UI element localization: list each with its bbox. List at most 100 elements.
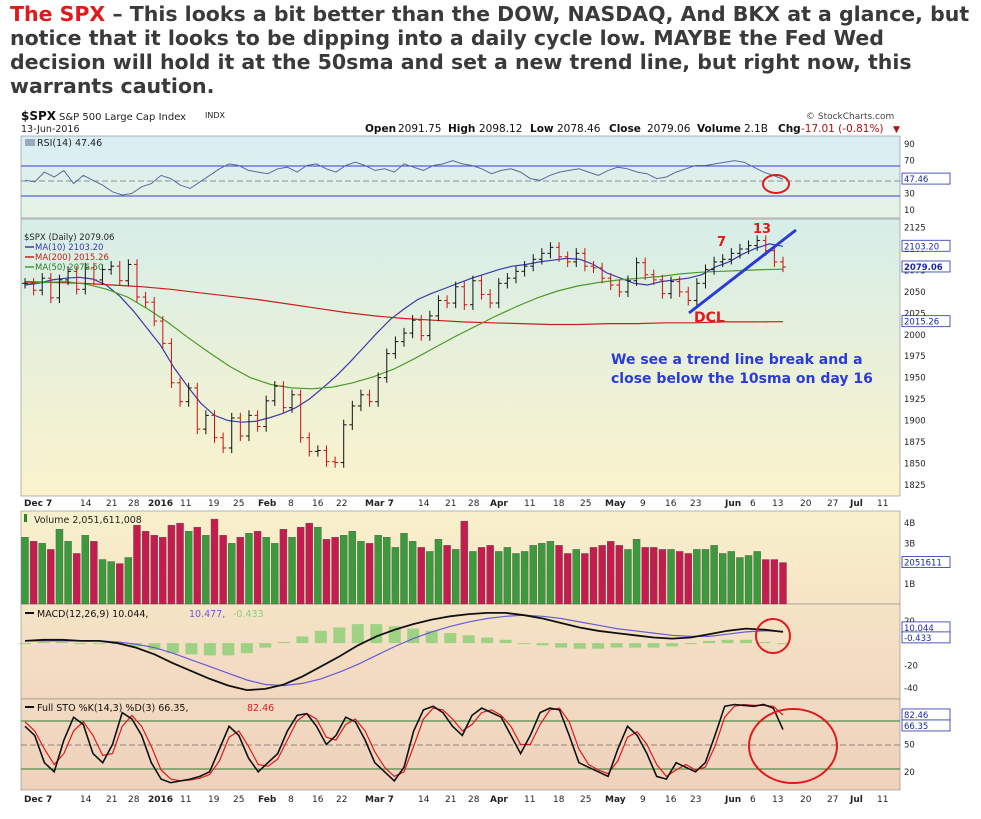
volume-bar [253,531,262,605]
macd-tick-label: -20 [904,661,918,671]
volume-bar [331,537,339,605]
volume-legend-icon [24,514,27,522]
volume-bar [383,537,391,605]
rsi-circle [762,174,790,194]
x-tick-label: 14 [418,499,430,509]
macd-legend: MACD(12,26,9) 10.044, 10.477, -0.433 [25,609,264,620]
volume-bar [29,541,38,605]
volume-bar [271,543,279,605]
volume-bar [262,537,270,605]
macd-series [19,612,789,692]
macd-histogram-bar [92,643,105,645]
x-tick-label: 8 [288,795,294,805]
macd-histogram-bar [684,643,697,645]
x-tick-label: 23 [690,795,701,805]
macd-circle [755,618,791,654]
volume-bar [288,537,296,605]
volume-bar [391,547,400,605]
volume-bar [81,535,89,605]
x-tick-label: 9 [640,795,646,805]
x-tick-label: 13 [772,499,783,509]
x-tick-label: 14 [80,795,92,805]
macd-histogram-bar [703,640,716,644]
volume-bar [520,551,529,605]
chg-label: Chg [778,123,801,135]
ma200-value-label: 2015.26 [901,315,951,328]
volume-bar [581,553,589,605]
macd-histogram-bar [240,643,253,654]
x-tick-label: 28 [468,499,480,509]
x-tick-label: 11 [180,795,191,805]
volume-value-label: 2051611 [901,556,951,569]
volume-bar [529,545,537,605]
price-tick-label: 2050 [904,288,926,298]
ohlc-readout: Open 2091.75 High 2098.12 Low 2078.46 Cl… [365,123,900,135]
price-tick-label: 1900 [904,417,926,427]
volume-bar [322,539,331,605]
volume-bar [400,533,408,605]
volume-bar [417,547,425,605]
volume-bar [736,557,744,605]
volume-value-label-box [901,556,951,568]
macd-histogram-bar [203,643,216,656]
y-axis-labels: 9070301021252100207520502025200019751950… [901,140,951,778]
volume-bar [512,553,520,605]
volume-bar [503,547,512,605]
x-tick-label: 11 [524,499,535,509]
volume-bar [55,528,64,605]
article-heading: The SPX – This looks a bit better than t… [10,2,970,98]
x-tick-label: May [605,795,626,805]
volume-bar [296,526,305,605]
ma200-value-label-box [901,315,951,328]
volume-bar [150,535,158,605]
macd-histogram-bar [462,635,475,644]
volume-bar [675,551,684,605]
x-tick-label: 2016 [148,499,173,509]
rsi-series [24,160,784,196]
chart-date: 13-Jun-2016 [21,124,80,135]
volume-bar [615,545,624,605]
volume-tick-label: 1B [904,580,915,590]
x-tick-label: 25 [580,795,591,805]
x-tick-label: 20 [800,499,812,509]
cycle-day-7: 7 [717,235,726,250]
sto-d-value-label: 82.46 [901,708,951,721]
volume-bar [245,533,253,605]
volume-bar [624,549,632,605]
macd-histogram-bar [296,636,309,644]
volume-value-label-text: 2051611 [904,559,942,569]
x-tick-label: 20 [800,795,812,805]
volume-bar [167,524,176,605]
low-value: 2078.46 [557,123,601,135]
x-tick-label: 8 [288,499,294,509]
x-tick-label: Apr [490,795,508,805]
volume-bar [340,535,348,605]
macd-histogram-bar [277,642,290,644]
volume-bar [90,541,98,605]
volume-bar [762,559,770,605]
volume-bar [64,541,72,605]
macd-histogram-bar [536,643,549,646]
volume-bar [124,557,133,605]
x-tick-label: 18 [553,795,565,805]
macd-histogram-bar [444,633,457,644]
macd-histogram-bar [647,643,660,648]
volume-bar [555,545,563,605]
chart-source: © StockCharts.com [806,112,894,122]
volume-bar [98,559,107,605]
volume-bar [469,551,477,605]
macd-legend-hist: -0.433 [233,609,264,620]
x-tick-label: 9 [640,499,646,509]
volume-label: Volume [697,123,741,135]
macd-histogram-bar [481,637,494,644]
sto-d-line [24,703,784,782]
volume-bar [21,537,29,605]
volume-bar [727,551,736,605]
volume-bar [219,535,227,605]
volume-bar [357,541,365,605]
macd-histogram-bar [629,643,642,648]
x-tick-label: 11 [524,795,535,805]
price-tick-label: 1850 [904,459,926,469]
x-tick-label: Jul [849,795,863,805]
